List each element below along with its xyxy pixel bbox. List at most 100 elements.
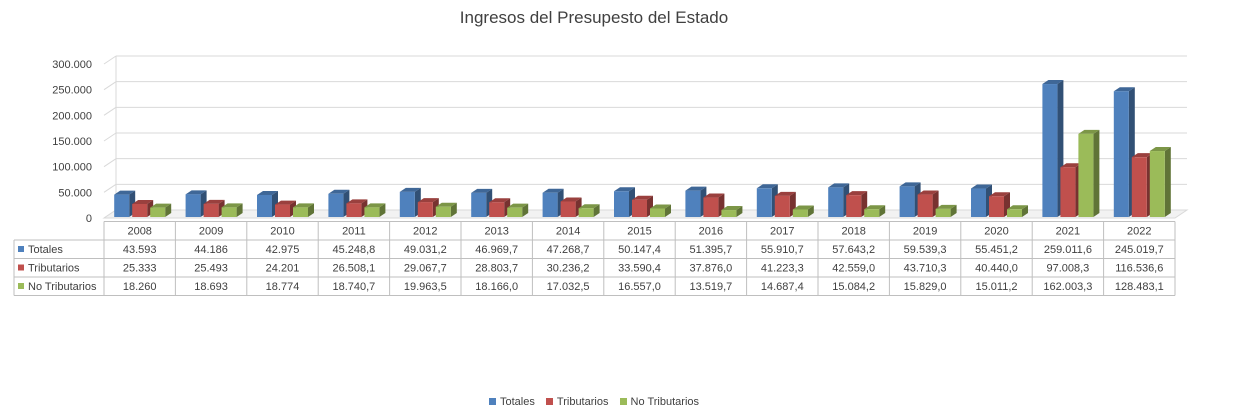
- bar: [1149, 151, 1165, 217]
- gridline-depth: [103, 158, 117, 168]
- bar-top: [489, 198, 511, 203]
- bar: [721, 210, 737, 217]
- data-label: 43.710,3: [904, 263, 947, 275]
- bar: [471, 192, 487, 217]
- data-label: 18.260: [123, 281, 157, 293]
- data-label: 245.019,7: [1115, 244, 1164, 256]
- y-tick-label: 250.000: [52, 85, 92, 97]
- bar-top: [1131, 153, 1153, 158]
- x-tick-label: 2009: [199, 226, 223, 238]
- bar-top: [935, 204, 957, 209]
- data-label: 15.011,2: [975, 281, 1017, 293]
- bar: [132, 203, 148, 217]
- table-legend-key: [18, 246, 24, 252]
- bar-top: [346, 199, 368, 204]
- bar-top: [417, 198, 439, 203]
- bar-side: [879, 205, 886, 217]
- bar-top: [150, 203, 172, 208]
- bar: [114, 194, 130, 217]
- bar-side: [236, 203, 243, 217]
- x-tick-label: 2018: [841, 226, 865, 238]
- x-tick-label: 2011: [342, 226, 366, 238]
- data-label: 18.693: [194, 281, 228, 293]
- bar-side: [522, 203, 529, 217]
- legend-swatch-totales: [488, 398, 496, 405]
- bar: [864, 209, 880, 217]
- bar-side: [308, 203, 314, 217]
- bar: [792, 209, 808, 217]
- bar: [1007, 209, 1022, 217]
- data-label: 41.223,3: [761, 263, 804, 275]
- bar-top: [1007, 205, 1028, 210]
- legend-item-no-tributarios: No Tributarios: [619, 396, 699, 408]
- bar-top: [971, 184, 992, 189]
- table-legend-key: [18, 264, 24, 271]
- gridline-depth: [103, 55, 117, 65]
- data-label: 28.803,7: [475, 263, 518, 275]
- legend-swatch-tributarios: [545, 398, 553, 405]
- bar-top: [774, 191, 796, 196]
- bar: [703, 197, 719, 217]
- bar: [203, 203, 219, 217]
- bar: [756, 188, 772, 217]
- bar: [417, 202, 433, 217]
- bar-top: [203, 199, 225, 204]
- data-label: 13.519,7: [689, 281, 732, 293]
- bar: [685, 190, 701, 217]
- bar: [328, 193, 344, 217]
- data-label: 26.508,1: [332, 263, 375, 275]
- bar-top: [328, 189, 350, 194]
- data-label: 15.084,2: [832, 281, 875, 293]
- legend-label-tributarios: Tributarios: [556, 396, 609, 408]
- bar-top: [132, 199, 154, 204]
- x-tick-label: 2008: [127, 226, 151, 238]
- bar: [1042, 84, 1058, 217]
- bar-top: [275, 200, 296, 205]
- y-tick-label: 200.000: [52, 110, 92, 122]
- bar: [364, 207, 380, 217]
- bar-top: [899, 182, 921, 187]
- bar-side: [450, 202, 457, 217]
- bar-side: [736, 206, 743, 217]
- x-tick-label: 2010: [270, 226, 294, 238]
- bar-top: [864, 205, 886, 210]
- gridline-depth: [103, 132, 117, 142]
- data-label: 29.067,7: [404, 263, 447, 275]
- bar-side: [593, 204, 600, 217]
- data-label: 25.493: [194, 263, 228, 275]
- bar: [346, 203, 362, 217]
- data-label: 55.451,2: [975, 244, 1018, 256]
- x-tick-label: 2019: [913, 226, 937, 238]
- bar-side: [1164, 147, 1171, 217]
- bar-top: [703, 193, 725, 198]
- bar-top: [560, 197, 582, 202]
- bar: [293, 207, 308, 217]
- data-label: 40.440,0: [975, 263, 1018, 275]
- data-label: 55.910,7: [761, 244, 804, 256]
- data-label: 18.166,0: [475, 281, 518, 293]
- x-tick-label: 2022: [1127, 226, 1151, 238]
- data-label: 46.969,7: [475, 244, 518, 256]
- y-tick-label: 300.000: [52, 59, 92, 71]
- bar-top: [185, 190, 207, 195]
- bar: [1060, 167, 1076, 217]
- bar-top: [685, 186, 707, 191]
- bar: [1131, 157, 1147, 217]
- data-label: 44.186: [194, 244, 228, 256]
- bar: [774, 195, 790, 217]
- bar: [578, 208, 594, 217]
- data-label: 16.557,0: [618, 281, 661, 293]
- data-label: 18.774: [266, 281, 300, 293]
- bar: [542, 192, 558, 217]
- bar-top: [989, 192, 1010, 197]
- bar: [507, 207, 523, 217]
- bar: [828, 187, 844, 217]
- data-label: 49.031,2: [404, 244, 447, 256]
- y-tick-label: 100.000: [52, 162, 92, 174]
- data-label: 33.590,4: [618, 263, 661, 275]
- bar-top: [293, 203, 314, 208]
- data-label: 17.032,5: [547, 281, 590, 293]
- bar-top: [1060, 163, 1082, 168]
- bar-top: [114, 190, 136, 195]
- bar: [614, 191, 629, 217]
